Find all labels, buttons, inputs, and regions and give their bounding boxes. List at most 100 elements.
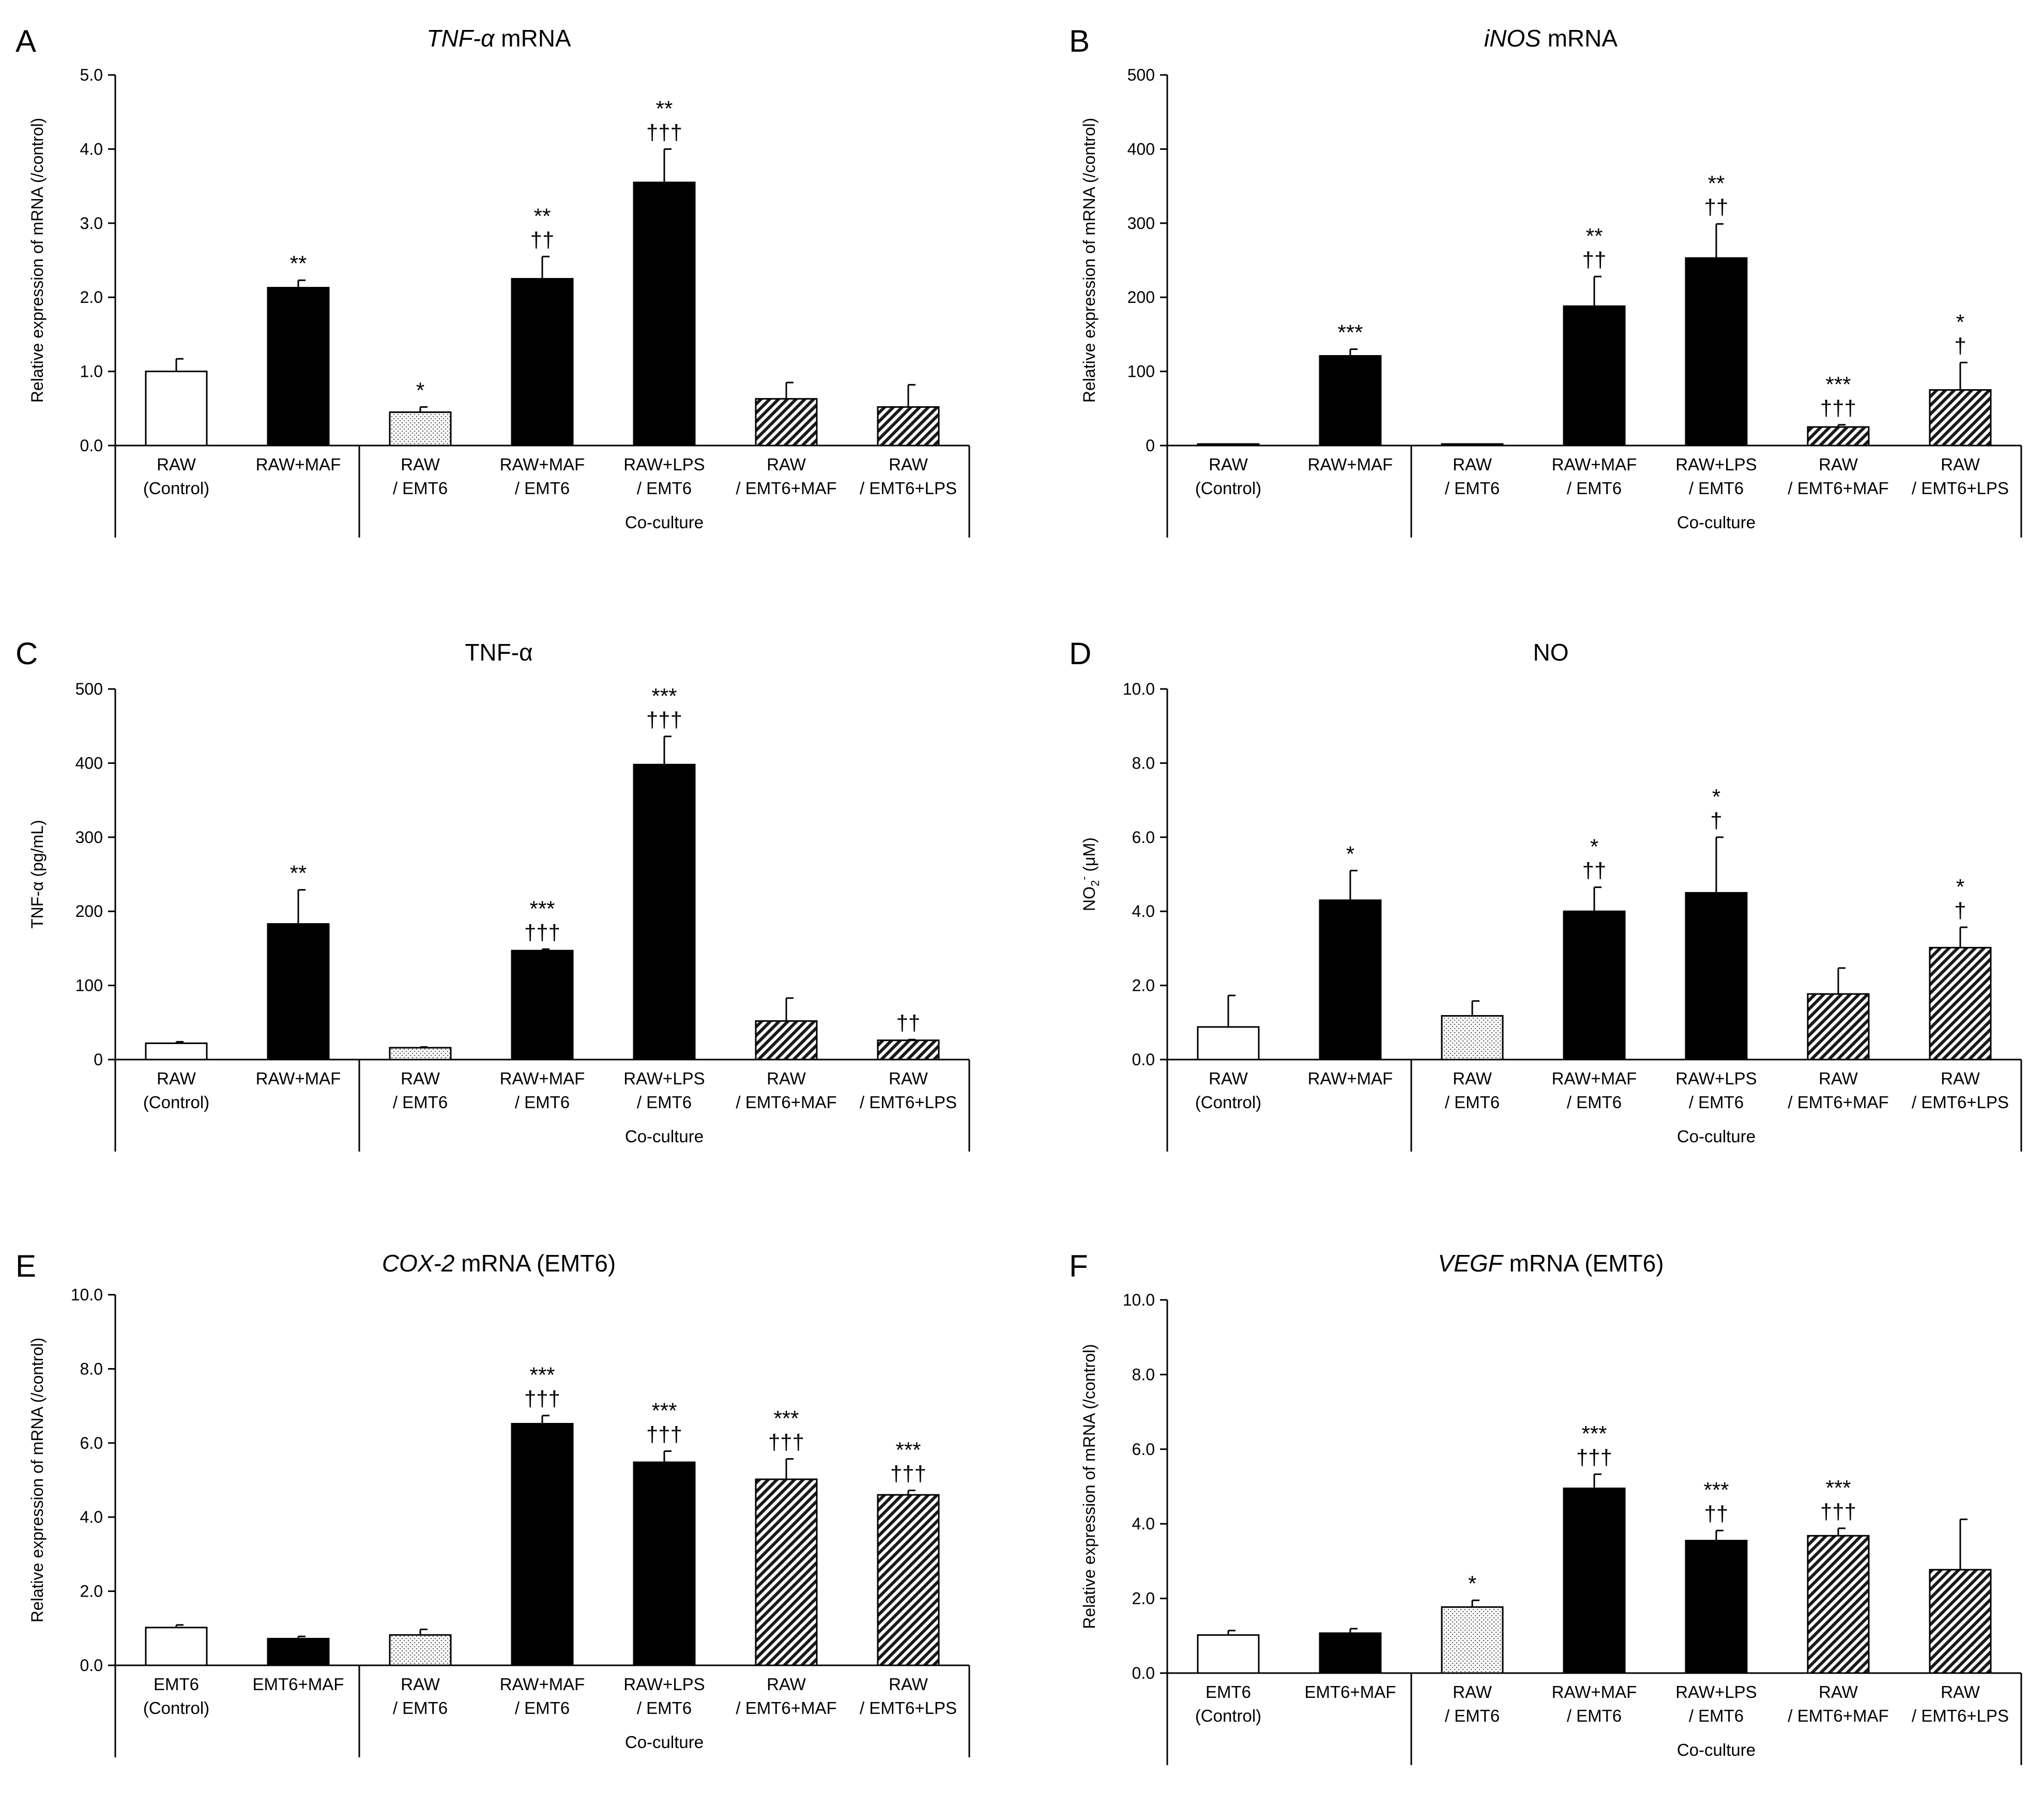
x-category-label: / EMT6+MAF <box>736 479 836 498</box>
x-category-label: (Control) <box>1195 1706 1261 1725</box>
y-axis-label-base: NO <box>1080 886 1099 911</box>
significance-mark: ** <box>534 204 551 228</box>
significance-mark: *** <box>651 684 677 708</box>
x-category-label: / EMT6+MAF <box>736 1698 836 1718</box>
x-category-label: RAW <box>1941 455 1980 474</box>
y-tick-label: 0.0 <box>80 1656 103 1675</box>
x-category-label: RAW <box>1453 1069 1492 1088</box>
significance-mark: * <box>1956 310 1964 334</box>
y-axis-label-sup: - <box>1077 876 1090 880</box>
chart-title-italic: iNOS <box>1484 25 1541 52</box>
bar-2 <box>1319 899 1382 1061</box>
panel-label: B <box>1069 24 1090 58</box>
x-category-label: RAW+LPS <box>1675 1069 1757 1088</box>
x-category-label: / EMT6 <box>1567 1093 1622 1112</box>
x-category-label: / EMT6 <box>637 479 692 498</box>
x-category-label: RAW <box>767 1069 806 1088</box>
chart-panel-c: C TNF-α 0 100 200 300 400 500 TNF-α (pg/mL) RAW (C… <box>16 636 970 1152</box>
significance-mark: ††† <box>646 708 682 732</box>
bar-3 <box>1441 1606 1504 1674</box>
x-category-label: RAW <box>1819 1069 1858 1088</box>
chart-title: TNF-α <box>465 639 532 666</box>
y-axis-label: Relative expression of mRNA (/control) <box>28 1338 47 1622</box>
significance-mark: ** <box>1586 224 1603 248</box>
y-axis-label: Relative expression of mRNA (/control) <box>1080 1344 1099 1629</box>
x-category-label: / EMT6 <box>393 1093 448 1112</box>
significance-mark: † <box>1954 333 1966 358</box>
x-category-label: / EMT6 <box>1567 479 1622 498</box>
y-tick-label: 0.0 <box>1132 1664 1155 1682</box>
bar-3 <box>389 411 452 447</box>
significance-mark: * <box>1346 841 1354 866</box>
y-tick-label: 100 <box>1127 362 1155 381</box>
y-axis-label-sub: 2 <box>1089 880 1102 886</box>
y-tick-label: 4.0 <box>80 140 103 158</box>
chart-title: TNF-α mRNA <box>426 25 571 52</box>
bar-3 <box>1441 443 1504 447</box>
x-category-label: / EMT6+MAF <box>1788 479 1888 498</box>
bar-6 <box>755 1478 818 1666</box>
bar-4 <box>511 1423 574 1666</box>
x-category-label: RAW <box>1209 455 1248 474</box>
x-category-label: EMT6+MAF <box>253 1675 344 1694</box>
y-axis-label-unit: (μM) <box>1080 837 1099 876</box>
y-tick-label: 200 <box>75 902 103 921</box>
chart-title: COX-2 mRNA (EMT6) <box>382 1250 616 1277</box>
x-category-label: / EMT6 <box>1689 1093 1744 1112</box>
y-tick-label: 3.0 <box>80 214 103 233</box>
x-category-label: RAW+MAF <box>1308 455 1393 474</box>
x-category-label: RAW <box>1453 455 1492 474</box>
bar-6 <box>1807 426 1870 447</box>
bar-5 <box>633 181 696 447</box>
y-axis-label: Relative expression of mRNA (/control) <box>1080 118 1099 403</box>
bar-5 <box>633 763 696 1061</box>
significance-mark: *** <box>651 1399 677 1423</box>
y-tick-label: 10.0 <box>1123 680 1155 698</box>
x-category-label: / EMT6 <box>637 1698 692 1718</box>
significance-mark: ††† <box>1820 1499 1856 1524</box>
y-tick-label: 8.0 <box>1132 1365 1155 1384</box>
y-tick-label: 2.0 <box>80 288 103 307</box>
y-tick-label: 4.0 <box>1132 1514 1155 1533</box>
x-category-label: RAW+LPS <box>623 455 705 474</box>
y-tick-label: 4.0 <box>80 1508 103 1526</box>
bar-2 <box>267 1637 330 1666</box>
bar-4 <box>1563 305 1626 447</box>
bar-1 <box>145 1627 208 1666</box>
significance-mark: *** <box>1337 320 1363 345</box>
x-category-label: / EMT6+MAF <box>1788 1706 1888 1725</box>
bar-2 <box>1319 355 1382 447</box>
x-category-label: / EMT6 <box>1689 1706 1744 1725</box>
panel-label: C <box>16 636 38 671</box>
significance-mark: ††† <box>646 1422 682 1447</box>
y-tick-label: 2.0 <box>1132 1589 1155 1608</box>
y-tick-label: 2.0 <box>1132 976 1155 995</box>
x-category-label: (Control) <box>1195 1093 1261 1112</box>
significance-mark: ** <box>290 861 307 885</box>
x-category-label: / EMT6 <box>1689 479 1744 498</box>
bar-7 <box>877 1494 940 1666</box>
chart-panel-a: A TNF-α mRNA 0.0 1.0 2.0 3.0 4.0 5.0 Relative ex… <box>16 24 970 538</box>
co-culture-label: Co-culture <box>1677 1740 1756 1759</box>
significance-mark: * <box>416 378 424 402</box>
y-tick-label: 2.0 <box>80 1582 103 1601</box>
x-category-label: RAW+MAF <box>1552 1682 1637 1702</box>
bar-1 <box>145 371 208 447</box>
significance-mark: †† <box>1704 1501 1729 1526</box>
bar-1 <box>1197 1026 1260 1061</box>
significance-mark: ††† <box>768 1430 804 1454</box>
x-category-label: RAW <box>889 1069 928 1088</box>
significance-mark: ††† <box>890 1462 926 1486</box>
co-culture-label: Co-culture <box>625 1127 704 1146</box>
x-category-label: RAW <box>1941 1682 1980 1702</box>
bar-4 <box>511 278 574 447</box>
co-culture-label: Co-culture <box>1677 1127 1756 1146</box>
significance-mark: *** <box>773 1406 799 1431</box>
x-category-label: / EMT6+LPS <box>860 1698 957 1718</box>
x-category-label: RAW+MAF <box>1552 1069 1637 1088</box>
x-category-label: RAW <box>157 455 196 474</box>
x-category-label: RAW <box>767 1675 806 1694</box>
x-category-label: RAW+MAF <box>1552 455 1637 474</box>
